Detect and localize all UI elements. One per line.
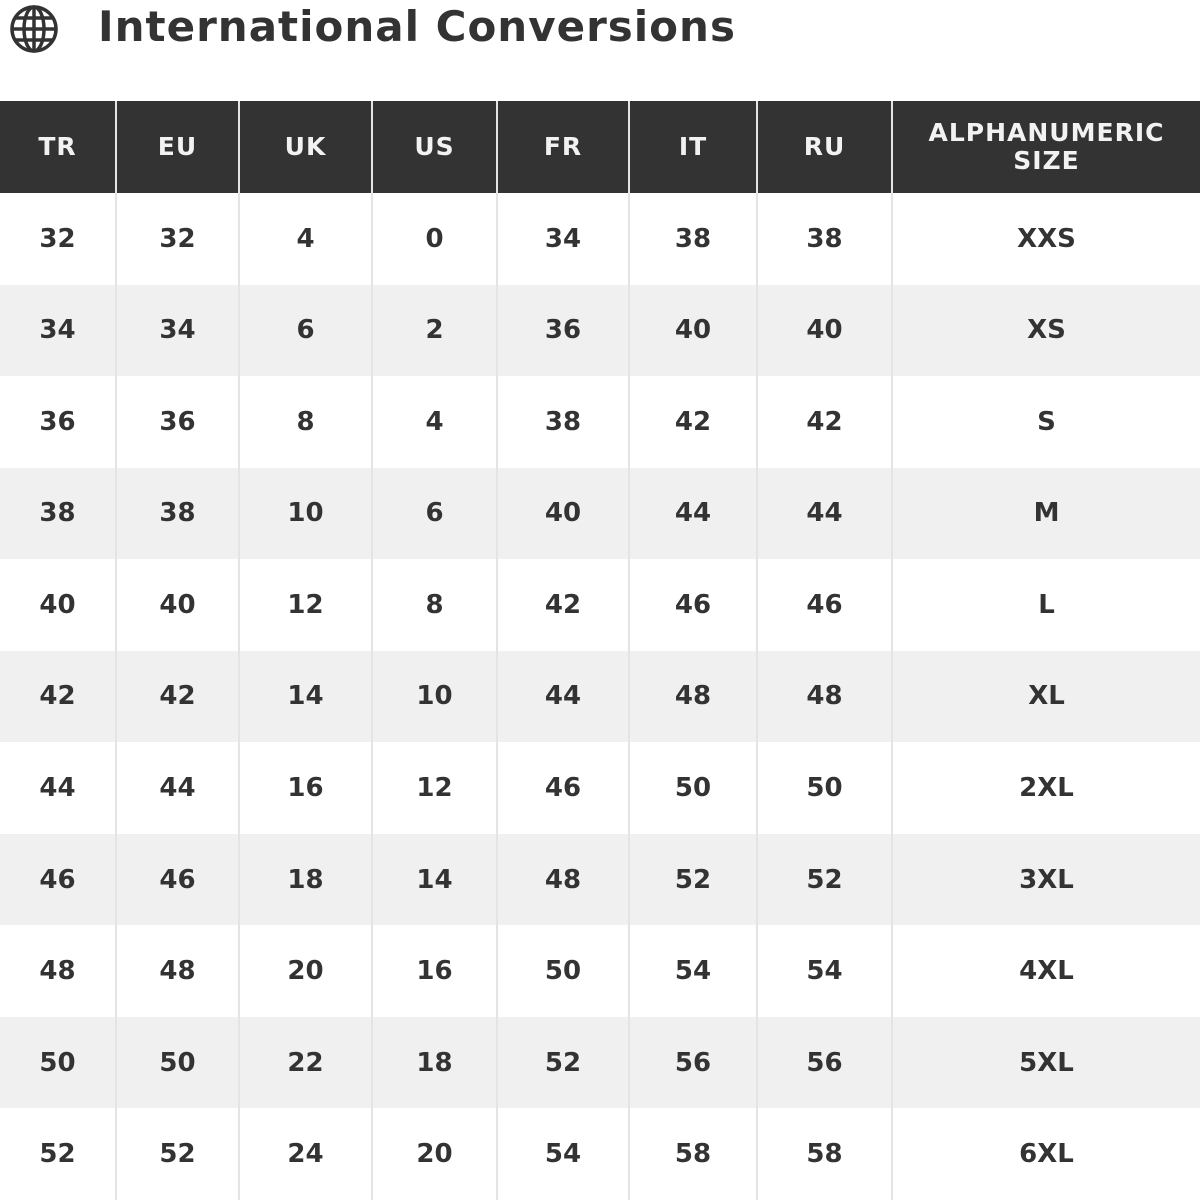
- column-header-it: IT: [630, 101, 756, 193]
- title-text: International Conversions: [98, 2, 736, 51]
- table-cell: 44: [0, 742, 115, 834]
- table-cell: 36: [0, 376, 115, 468]
- column-header-us: US: [373, 101, 496, 193]
- table-cell: 42: [0, 650, 115, 743]
- table-cell: 10: [373, 650, 496, 743]
- table-cell: 38: [0, 467, 115, 560]
- table-cell: 4XL: [893, 925, 1200, 1017]
- table-cell: 48: [117, 925, 238, 1017]
- table-cell: 54: [758, 925, 891, 1017]
- table-cell: 44: [758, 467, 891, 560]
- table-cell: 8: [373, 559, 496, 651]
- table-cell: 44: [630, 467, 756, 560]
- table-cell: 44: [117, 742, 238, 834]
- table-cell: 40: [630, 284, 756, 377]
- table-cell: 12: [240, 559, 371, 651]
- table-cell: 14: [240, 650, 371, 743]
- table-cell: XS: [893, 284, 1200, 377]
- column-header-alphanumeric-size: ALPHANUMERIC SIZE: [893, 101, 1200, 193]
- table-cell: 20: [240, 925, 371, 1017]
- table-cell: 4: [240, 193, 371, 285]
- table-cell: 42: [117, 650, 238, 743]
- table-cell: 50: [630, 742, 756, 834]
- table-cell: 50: [498, 925, 628, 1017]
- table-cell: 36: [117, 376, 238, 468]
- column-header-fr: FR: [498, 101, 628, 193]
- table-cell: 16: [373, 925, 496, 1017]
- table-cell: 8: [240, 376, 371, 468]
- table-cell: 58: [758, 1108, 891, 1200]
- table-cell: 38: [630, 193, 756, 285]
- table-cell: 46: [117, 833, 238, 926]
- table-cell: 16: [240, 742, 371, 834]
- table-cell: 40: [0, 559, 115, 651]
- table-cell: 20: [373, 1108, 496, 1200]
- table-cell: 48: [498, 833, 628, 926]
- table-cell: 46: [498, 742, 628, 834]
- table-cell: 42: [498, 559, 628, 651]
- table-cell: 52: [0, 1108, 115, 1200]
- table-cell: 40: [498, 467, 628, 560]
- table-cell: 56: [758, 1016, 891, 1109]
- table-cell: 0: [373, 193, 496, 285]
- table-cell: 34: [117, 284, 238, 377]
- table-cell: 6: [373, 467, 496, 560]
- table-cell: XL: [893, 650, 1200, 743]
- table-cell: 42: [758, 376, 891, 468]
- table-cell: XXS: [893, 193, 1200, 285]
- column-header-tr: TR: [0, 101, 115, 193]
- table-cell: 50: [117, 1016, 238, 1109]
- table-cell: 3XL: [893, 833, 1200, 926]
- column-header-eu: EU: [117, 101, 238, 193]
- table-cell: 32: [117, 193, 238, 285]
- table-cell: L: [893, 559, 1200, 651]
- table-cell: 6XL: [893, 1108, 1200, 1200]
- table-cell: 52: [758, 833, 891, 926]
- table-cell: 32: [0, 193, 115, 285]
- table-cell: 52: [498, 1016, 628, 1109]
- table-cell: 4: [373, 376, 496, 468]
- table-cell: 44: [498, 650, 628, 743]
- table-cell: 2XL: [893, 742, 1200, 834]
- table-cell: 22: [240, 1016, 371, 1109]
- table-cell: 38: [758, 193, 891, 285]
- table-cell: 24: [240, 1108, 371, 1200]
- table-cell: 52: [117, 1108, 238, 1200]
- size-conversion-table: TR EU UK US FR IT RU ALPHANUMERIC SIZE 32 32 4 0 34 3…: [0, 101, 1200, 1200]
- table-cell: 48: [758, 650, 891, 743]
- table-cell: 50: [0, 1016, 115, 1109]
- globe-icon: [10, 5, 58, 53]
- table-cell: 5XL: [893, 1016, 1200, 1109]
- table-cell: 58: [630, 1108, 756, 1200]
- table-cell: 18: [240, 833, 371, 926]
- table-cell: 54: [498, 1108, 628, 1200]
- table-cell: 36: [498, 284, 628, 377]
- table-cell: 50: [758, 742, 891, 834]
- table-cell: 48: [630, 650, 756, 743]
- table-cell: 14: [373, 833, 496, 926]
- table-cell: 56: [630, 1016, 756, 1109]
- table-cell: 2: [373, 284, 496, 377]
- table-cell: 12: [373, 742, 496, 834]
- table-cell: M: [893, 467, 1200, 560]
- table-cell: 34: [498, 193, 628, 285]
- table-cell: 52: [630, 833, 756, 926]
- table-cell: 34: [0, 284, 115, 377]
- column-header-ru: RU: [758, 101, 891, 193]
- table-cell: 46: [0, 833, 115, 926]
- table-cell: 48: [0, 925, 115, 1017]
- table-cell: 46: [630, 559, 756, 651]
- table-cell: 46: [758, 559, 891, 651]
- table-cell: 54: [630, 925, 756, 1017]
- table-cell: S: [893, 376, 1200, 468]
- column-header-uk: UK: [240, 101, 371, 193]
- table-cell: 42: [630, 376, 756, 468]
- table-cell: 38: [498, 376, 628, 468]
- table-cell: 18: [373, 1016, 496, 1109]
- table-cell: 10: [240, 467, 371, 560]
- table-cell: 6: [240, 284, 371, 377]
- table-cell: 40: [758, 284, 891, 377]
- table-cell: 40: [117, 559, 238, 651]
- table-cell: 38: [117, 467, 238, 560]
